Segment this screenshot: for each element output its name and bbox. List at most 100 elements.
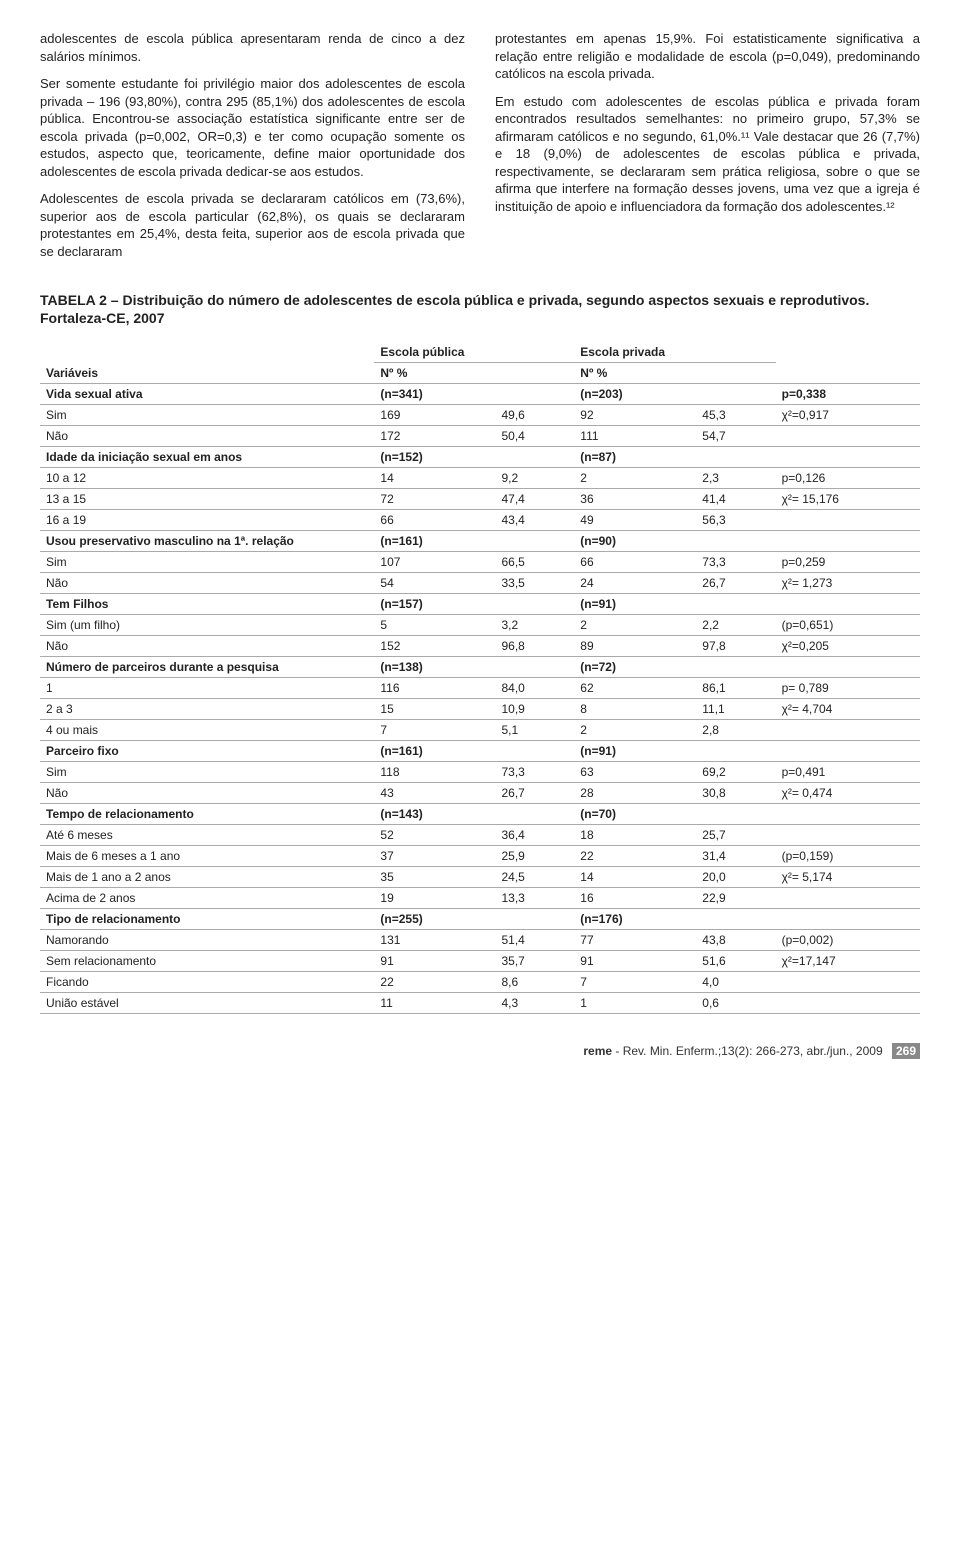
table-cell: 2 [574,719,696,740]
table-cell: 52 [374,824,495,845]
table-cell: 19 [374,887,495,908]
table-cell: 2,3 [696,467,775,488]
table-cell: χ²=0,917 [776,404,920,425]
table-cell [696,740,775,761]
table-cell: Até 6 meses [40,824,374,845]
table-cell: Sim (um filho) [40,614,374,635]
table-cell: 10,9 [495,698,574,719]
table-cell: 22 [574,845,696,866]
table-cell: 10 a 12 [40,467,374,488]
table-cell: (p=0,002) [776,929,920,950]
table-row: Tipo de relacionamento(n=255)(n=176) [40,908,920,929]
table-cell: χ²= 4,704 [776,698,920,719]
table-cell: p= 0,789 [776,677,920,698]
table-row: 13 a 157247,43641,4χ²= 15,176 [40,488,920,509]
table-cell: 96,8 [495,635,574,656]
table-cell: 2 [574,467,696,488]
table-cell [776,992,920,1013]
table-cell: 50,4 [495,425,574,446]
table-row: 111684,06286,1p= 0,789 [40,677,920,698]
table-cell: Idade da iniciação sexual em anos [40,446,374,467]
table-cell: 9,2 [495,467,574,488]
table-cell: 18 [574,824,696,845]
table-cell: Tem Filhos [40,593,374,614]
table-row: Não17250,411154,7 [40,425,920,446]
table-cell: 33,5 [495,572,574,593]
table-cell: 73,3 [696,551,775,572]
table-cell: χ²=0,205 [776,635,920,656]
table-cell: 49 [574,509,696,530]
table-cell: 111 [574,425,696,446]
table-cell [696,803,775,824]
table-cell: p=0,491 [776,761,920,782]
table-cell: Ficando [40,971,374,992]
table-cell: União estável [40,992,374,1013]
table-cell: 47,4 [495,488,574,509]
table-cell: 8,6 [495,971,574,992]
table-cell: 169 [374,404,495,425]
table-cell: 152 [374,635,495,656]
left-column: adolescentes de escola pública apresenta… [40,30,465,271]
table-cell: (n=70) [574,803,696,824]
table-cell: (p=0,651) [776,614,920,635]
table-cell: 24,5 [495,866,574,887]
table-cell: (n=91) [574,740,696,761]
table-row: Não4326,72830,8χ²= 0,474 [40,782,920,803]
table-cell: 22,9 [696,887,775,908]
col-header-variaveis: Variáveis [40,342,374,384]
table-row: Usou preservativo masculino na 1ª. relaç… [40,530,920,551]
table-cell [495,740,574,761]
table-cell: 4,3 [495,992,574,1013]
table-cell: 25,9 [495,845,574,866]
table-cell: 43 [374,782,495,803]
table-cell: 8 [574,698,696,719]
table-cell: 15 [374,698,495,719]
paragraph: Ser somente estudante foi privilégio mai… [40,75,465,180]
table-cell: Sim [40,404,374,425]
table-cell: 37 [374,845,495,866]
table-cell: 7 [574,971,696,992]
page-footer: reme - Rev. Min. Enferm.;13(2): 266-273,… [40,1044,920,1058]
table-cell: p=0,338 [776,383,920,404]
table-cell: χ²= 1,273 [776,572,920,593]
table-cell: 20,0 [696,866,775,887]
col-subheader-npct-pub: Nº % [374,362,574,383]
table-cell: 16 a 19 [40,509,374,530]
table-cell: p=0,259 [776,551,920,572]
table-cell [776,887,920,908]
table-row: Namorando13151,47743,8(p=0,002) [40,929,920,950]
table-cell: Sim [40,761,374,782]
table-row: Tem Filhos(n=157)(n=91) [40,593,920,614]
table-cell [696,908,775,929]
col-subheader-npct-priv: Nº % [574,362,775,383]
table-row: Acima de 2 anos1913,31622,9 [40,887,920,908]
table-row: 16 a 196643,44956,3 [40,509,920,530]
table-cell: 63 [574,761,696,782]
table-cell: 16 [574,887,696,908]
table-cell: 43,4 [495,509,574,530]
table-cell: (p=0,159) [776,845,920,866]
table-cell [776,824,920,845]
table-cell [776,656,920,677]
table-cell [776,425,920,446]
table-cell: (n=152) [374,446,495,467]
table-cell: χ²=17,147 [776,950,920,971]
paragraph: Em estudo com adolescentes de escolas pú… [495,93,920,216]
table-row: Não15296,88997,8χ²=0,205 [40,635,920,656]
table-cell: Mais de 1 ano a 2 anos [40,866,374,887]
table-cell [776,803,920,824]
table-cell: 84,0 [495,677,574,698]
table-cell: 0,6 [696,992,775,1013]
table-cell: 26,7 [495,782,574,803]
table-cell: 14 [574,866,696,887]
table-cell: 45,3 [696,404,775,425]
table-cell: Acima de 2 anos [40,887,374,908]
table-cell: 3,2 [495,614,574,635]
table-cell [495,908,574,929]
table-cell [776,719,920,740]
table-cell [696,656,775,677]
table-cell: 91 [574,950,696,971]
table-cell: 56,3 [696,509,775,530]
table-cell: Sim [40,551,374,572]
table-cell: 5 [374,614,495,635]
